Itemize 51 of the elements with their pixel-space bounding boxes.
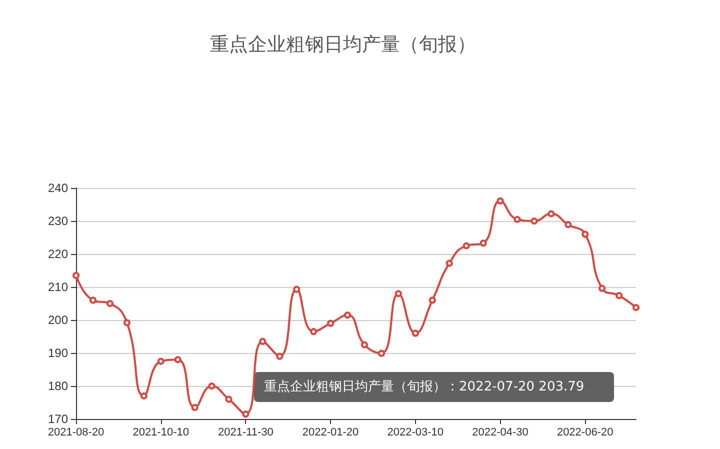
x-tick-label: 2021-08-20 xyxy=(48,426,104,438)
point xyxy=(344,312,352,319)
point xyxy=(157,358,164,365)
point xyxy=(616,292,623,300)
point xyxy=(140,392,148,400)
point xyxy=(446,260,453,267)
y-tick-label: 210 xyxy=(48,280,68,294)
y-tick-label: 180 xyxy=(48,379,68,393)
point xyxy=(496,197,504,204)
x-tick-label: 2022-04-30 xyxy=(472,426,528,438)
point xyxy=(480,240,487,247)
point xyxy=(514,216,521,223)
y-tick-label: 190 xyxy=(48,346,68,360)
y-tick-label: 170 xyxy=(48,412,68,426)
point xyxy=(378,350,385,357)
y-tick-label: 220 xyxy=(48,247,68,261)
point xyxy=(394,290,402,298)
point xyxy=(412,330,419,337)
point xyxy=(259,338,266,345)
y-tick-label: 200 xyxy=(48,313,68,327)
point xyxy=(310,328,318,336)
point xyxy=(89,296,96,304)
point xyxy=(242,410,250,418)
point xyxy=(174,356,182,364)
x-tick-label: 2021-11-30 xyxy=(218,426,274,438)
point xyxy=(293,286,300,293)
point xyxy=(632,304,640,311)
point xyxy=(276,352,284,360)
point xyxy=(72,272,80,279)
point xyxy=(327,320,334,327)
point xyxy=(462,242,470,250)
annotation: 重点企业粗钢日均产量（旬报）：2022-07-20 203.79 xyxy=(264,380,584,394)
point xyxy=(106,300,114,307)
y-tick-label: 230 xyxy=(48,214,68,228)
point xyxy=(598,284,606,292)
x-tick-label: 2022-03-10 xyxy=(387,426,444,438)
point xyxy=(191,404,198,411)
x-tick-label: 2022-06-20 xyxy=(556,426,614,438)
point xyxy=(360,341,368,348)
x-tick-label: 2021-10-10 xyxy=(132,426,189,438)
point xyxy=(530,218,538,224)
point xyxy=(582,230,589,238)
chart-title: 重点企业粗钢日均产量（旬报） xyxy=(210,34,476,56)
point xyxy=(123,319,130,326)
point xyxy=(564,221,572,228)
point xyxy=(208,382,216,390)
y-tick-label: 240 xyxy=(48,181,68,195)
point xyxy=(225,396,232,403)
point xyxy=(548,210,555,218)
x-tick-label: 2022-01-20 xyxy=(302,426,359,438)
point xyxy=(428,296,436,304)
